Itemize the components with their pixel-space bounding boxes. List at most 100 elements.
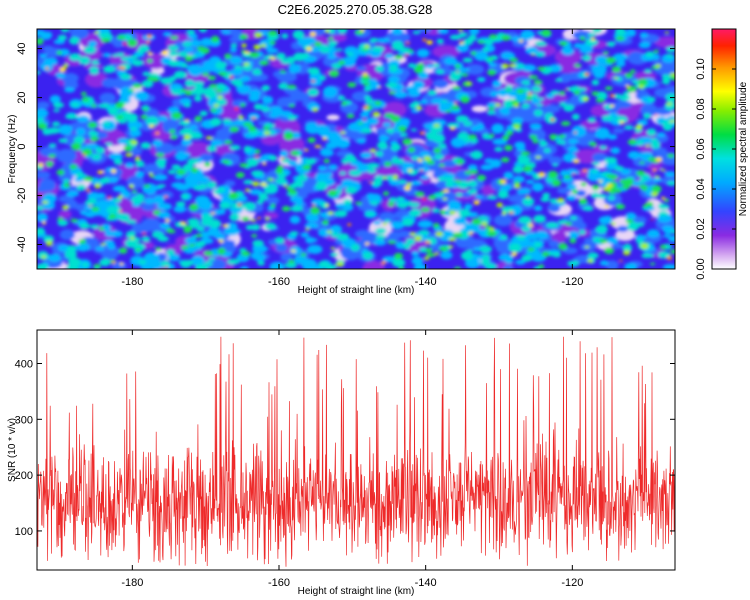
y-tick-label: 40: [16, 42, 28, 54]
spectral-peak: [70, 102, 80, 107]
spectral-peak: [630, 69, 636, 74]
spectral-peak: [397, 230, 411, 238]
spectral-peak: [468, 134, 477, 140]
spectral-peak: [184, 79, 195, 87]
spectral-peak: [572, 173, 576, 175]
spectral-peak: [240, 266, 249, 269]
spectral-peak: [184, 236, 197, 245]
spectral-peak: [339, 171, 347, 175]
spectral-peak: [375, 234, 386, 240]
spectral-peak: [534, 40, 547, 47]
spectral-peak: [396, 196, 405, 202]
spectral-peak: [228, 192, 239, 200]
spectral-peak: [252, 239, 264, 247]
spectral-peak: [318, 260, 329, 268]
spectral-peak: [665, 102, 673, 106]
spectral-peak: [444, 57, 458, 65]
spectral-peak: [184, 119, 190, 122]
spectral-peak: [670, 229, 675, 234]
spectral-peak: [387, 201, 395, 207]
spectral-peak: [555, 78, 562, 82]
spectral-peak: [571, 113, 580, 121]
spectral-peak: [239, 34, 248, 40]
spectral-peak: [122, 43, 127, 45]
spectral-peak: [319, 211, 330, 219]
spectral-peak: [518, 39, 524, 43]
spectral-peak: [59, 229, 75, 241]
spectral-peak: [531, 85, 542, 93]
spectral-peak: [610, 94, 615, 98]
spectral-peak: [487, 195, 498, 200]
spectral-peak: [150, 77, 160, 82]
spectral-peak: [322, 86, 338, 98]
spectral-peak: [482, 217, 489, 220]
spectral-peak: [201, 47, 210, 54]
spectral-peak: [334, 209, 348, 218]
spectral-peak: [361, 74, 371, 81]
spectral-peak: [579, 45, 593, 54]
spectral-peak: [631, 180, 641, 187]
spectral-peak: [428, 194, 437, 200]
spectral-peak: [527, 92, 532, 96]
spectral-peak: [302, 164, 312, 170]
spectral-peak: [473, 247, 482, 252]
spectral-peak: [613, 76, 619, 80]
spectral-peak: [280, 58, 292, 65]
spectral-peak: [284, 262, 298, 269]
spectral-peak: [563, 175, 572, 179]
spectral-peak: [347, 82, 357, 88]
spectral-peak: [617, 225, 629, 232]
spectral-peak: [217, 239, 224, 243]
spectral-peak: [542, 192, 551, 199]
spectral-peak: [450, 137, 466, 148]
spectral-peak: [292, 30, 305, 40]
spectral-peak: [480, 258, 491, 266]
spectral-peak: [602, 51, 610, 55]
spectral-peak: [60, 29, 70, 33]
spectral-peak: [481, 222, 488, 226]
spectral-peak: [171, 182, 186, 189]
spectral-peak: [168, 59, 180, 67]
spectral-peak: [555, 140, 566, 145]
spectral-peak: [489, 227, 495, 231]
spectral-peak: [591, 79, 600, 86]
spectral-peak: [328, 164, 338, 170]
spectral-peak: [303, 148, 309, 152]
spectral-peak: [540, 197, 550, 203]
spectral-peak: [611, 66, 622, 73]
spectral-peak: [470, 150, 483, 160]
spectral-peak: [554, 48, 582, 65]
spectral-peak: [140, 114, 148, 120]
spectral-peak: [631, 80, 640, 84]
spectral-peak: [396, 202, 409, 209]
spectral-peak: [509, 57, 519, 63]
spectral-peak: [216, 89, 223, 93]
spectral-peak: [208, 75, 216, 81]
spectral-peak: [533, 241, 542, 248]
spectral-peak: [614, 165, 624, 171]
spectral-peak: [321, 219, 329, 226]
spectral-peak: [264, 188, 273, 194]
spectral-peak: [262, 162, 267, 165]
spectral-peak: [219, 105, 242, 120]
spectral-peak: [131, 59, 144, 67]
spectral-peak: [660, 169, 666, 172]
spectral-peak: [143, 163, 158, 174]
spectral-peak: [375, 127, 390, 136]
spectral-peak: [487, 57, 494, 61]
spectral-peak: [290, 150, 300, 156]
spectral-peak: [426, 252, 436, 258]
spectral-peak: [402, 243, 411, 250]
spectral-peak: [667, 181, 675, 186]
spectral-peak: [375, 65, 384, 72]
spectral-peak: [196, 226, 205, 232]
spectral-peak: [325, 141, 339, 150]
spectral-peak: [180, 138, 193, 146]
spectral-peak: [413, 263, 427, 269]
spectral-peak: [308, 67, 320, 75]
spectral-peak: [258, 246, 269, 252]
spectral-peak: [390, 143, 401, 152]
spectral-peak: [90, 224, 100, 229]
x-tick-label: -180: [121, 577, 143, 589]
spectral-peak: [491, 123, 505, 134]
